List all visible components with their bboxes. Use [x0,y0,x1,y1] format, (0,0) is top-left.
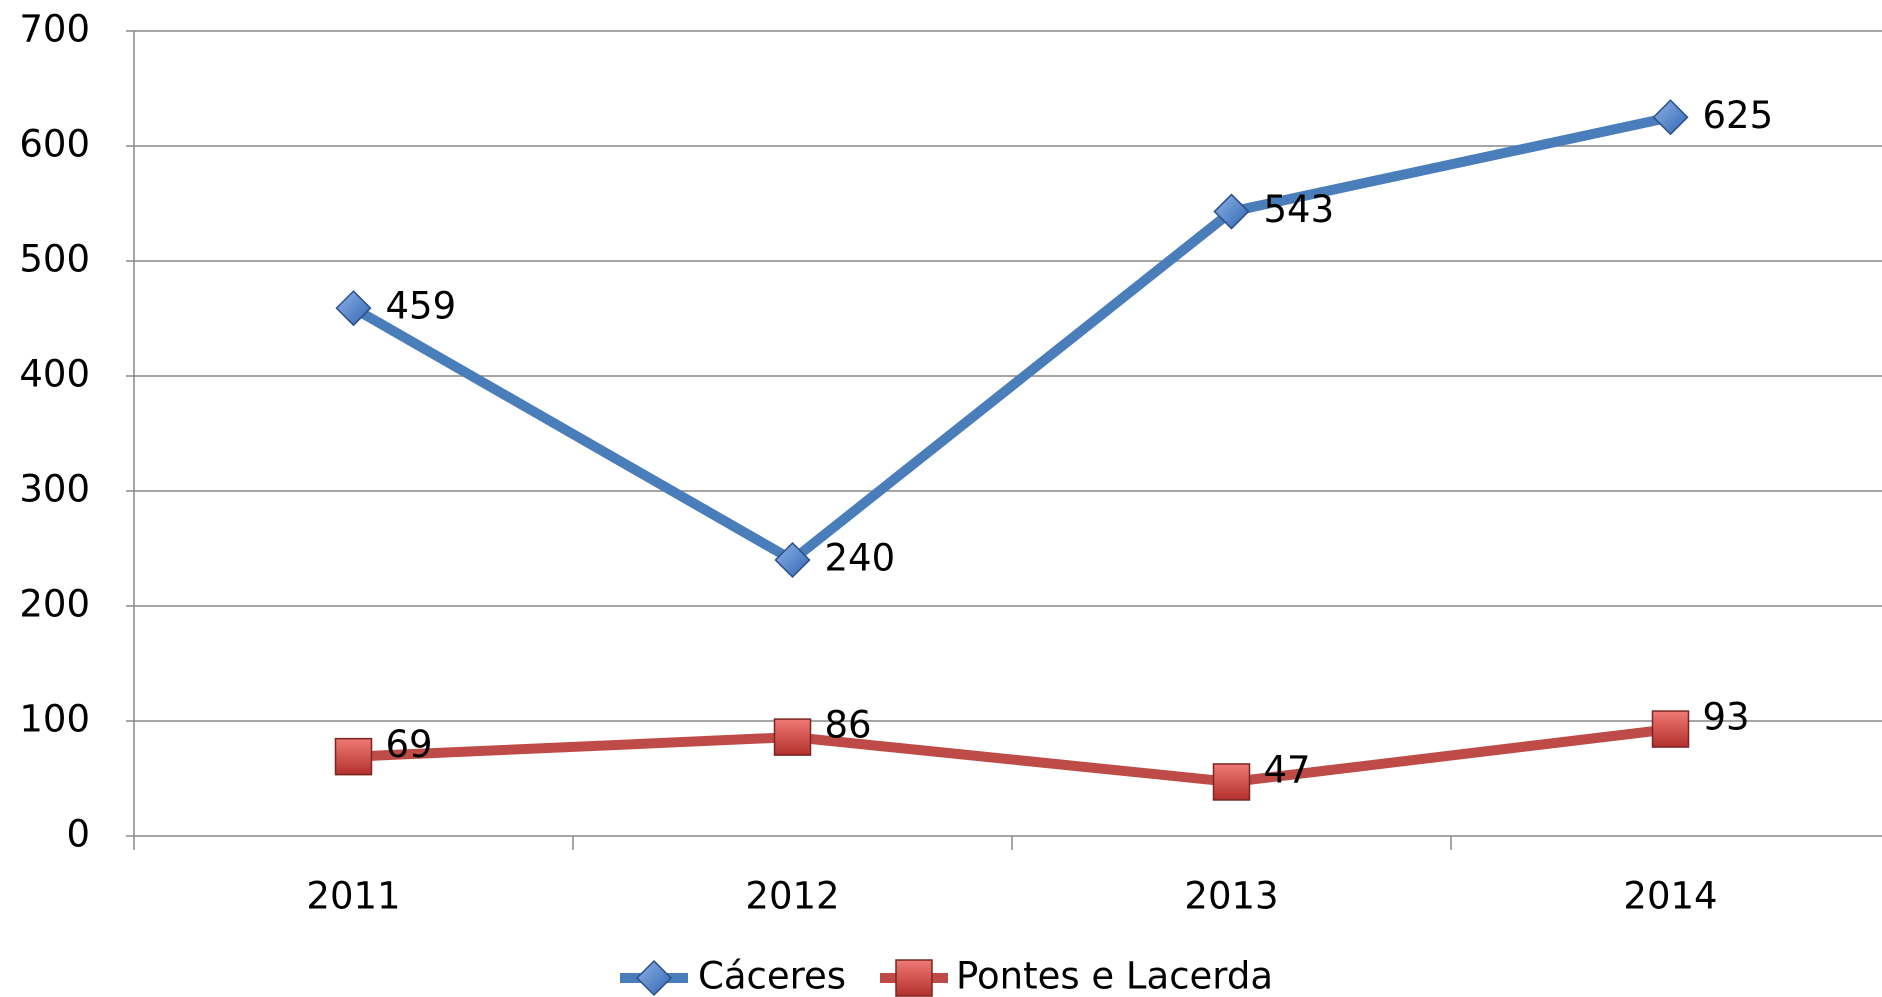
series-line [351,112,1672,565]
point-marker [335,290,372,327]
x-tick-label: 2012 [745,875,839,918]
y-tick-label: 500 [19,238,90,281]
y-tick-label: 700 [19,8,90,51]
y-tick-label: 0 [66,813,90,856]
data-label: 543 [1264,188,1335,231]
legend-label: Pontes e Lacerda [956,955,1273,997]
point-marker [1652,99,1689,136]
legend-marker [635,959,673,997]
point-marker [1212,763,1251,801]
data-label: 47 [1264,748,1311,791]
data-label: 240 [825,537,896,580]
point-marker [1651,710,1690,748]
x-tick-label: 2014 [1623,875,1717,918]
legend-label: Cáceres [698,955,846,997]
x-tick-label: 2013 [1184,875,1278,918]
y-tick-label: 200 [19,583,90,626]
y-tick-label: 100 [19,698,90,741]
point-marker [334,737,373,776]
y-tick-label: 600 [19,123,90,166]
series-line [353,724,1672,787]
y-tick-label: 300 [19,468,90,511]
data-label: 93 [1703,696,1750,739]
data-label: 69 [386,723,433,766]
data-label: 625 [1703,94,1774,137]
point-marker [773,718,812,756]
point-marker [1213,193,1250,230]
legend-marker [895,959,933,997]
point-marker [774,541,811,579]
y-tick-label: 400 [19,353,90,396]
data-label: 86 [825,704,872,747]
x-tick-label: 2011 [306,875,400,918]
data-label: 459 [386,285,457,328]
